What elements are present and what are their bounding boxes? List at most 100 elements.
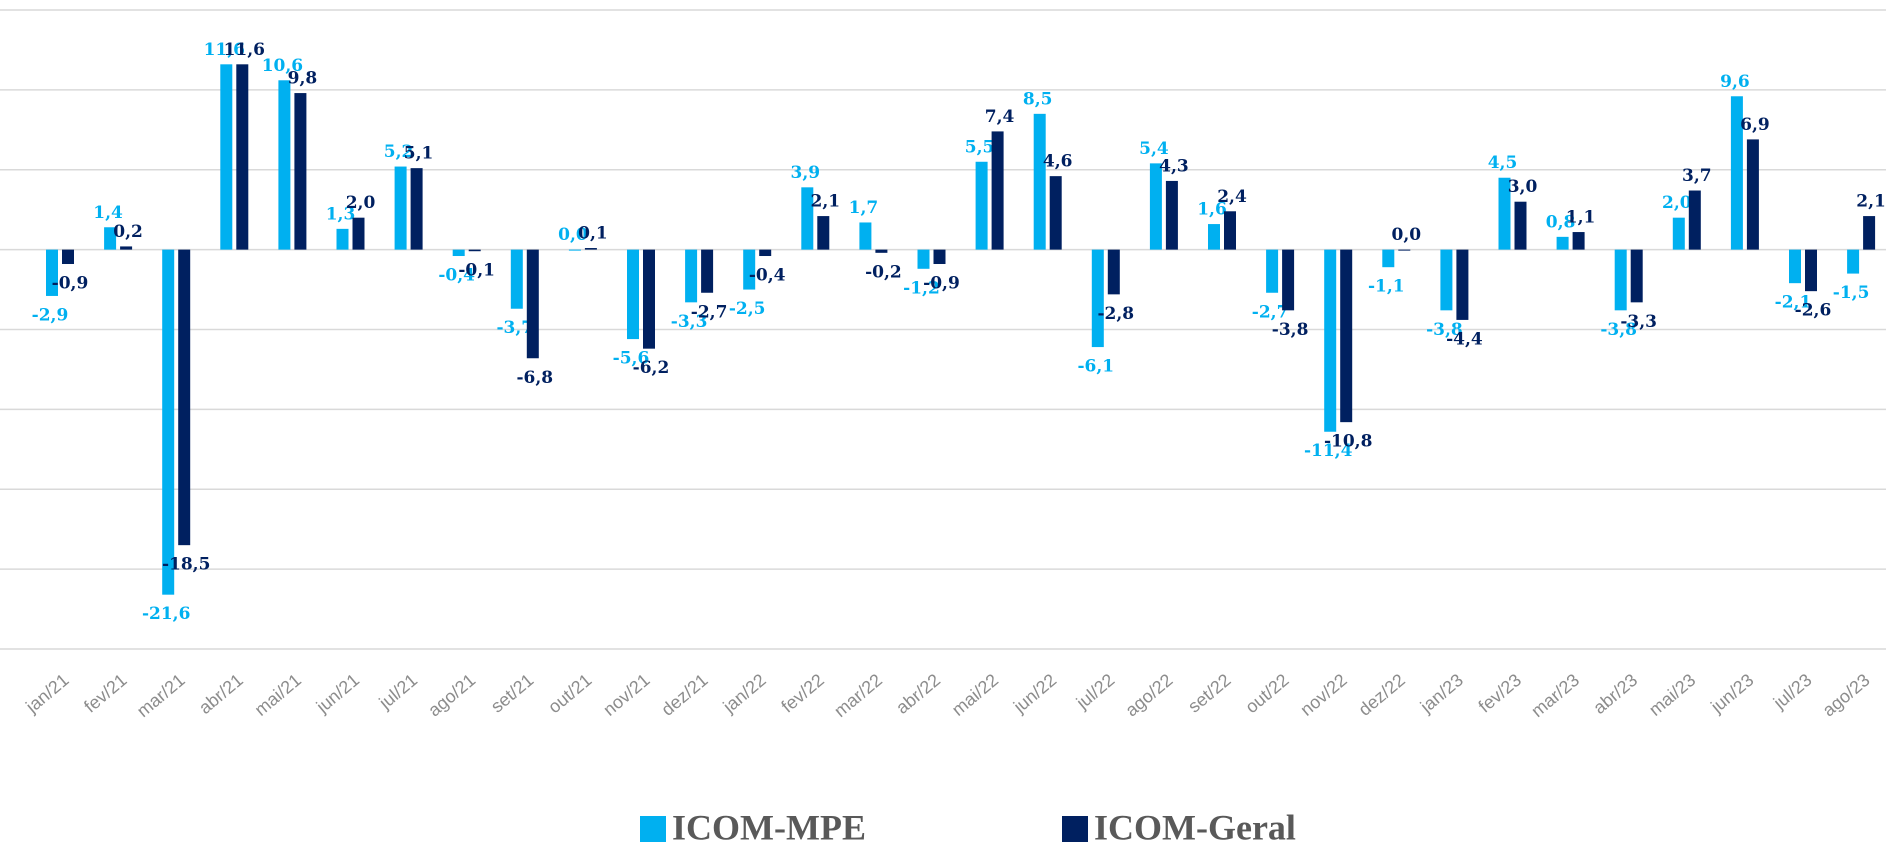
value-label: 9,6 (1720, 72, 1750, 92)
bar (627, 249, 639, 340)
value-label: -2,7 (1252, 302, 1289, 322)
bar (510, 249, 523, 309)
bar (336, 228, 349, 250)
value-label: -3,7 (496, 318, 533, 338)
bar (1614, 249, 1627, 311)
bar (933, 249, 946, 265)
value-label: -0,2 (865, 262, 902, 282)
value-label: 5,5 (965, 137, 995, 157)
value-label: 0,1 (578, 224, 608, 244)
value-label: -2,8 (1097, 304, 1134, 324)
bar (1107, 249, 1120, 295)
value-label: -2,9 (32, 305, 69, 325)
legend-label: ICOM-Geral (1094, 807, 1296, 847)
bar (1514, 201, 1527, 250)
value-label: 0,0 (558, 225, 588, 245)
value-label: 2,0 (1662, 193, 1692, 213)
bar (1091, 249, 1104, 348)
value-label: 5,2 (384, 142, 414, 162)
value-label: 11,6 (204, 40, 245, 60)
x-tick-label: abr/22 (892, 670, 944, 718)
value-label: -10,8 (1324, 432, 1372, 452)
bar (1863, 216, 1876, 250)
x-tick-label: fev/22 (777, 670, 827, 717)
bar (468, 249, 481, 252)
bar (1324, 249, 1337, 432)
bar (1440, 249, 1453, 311)
bar (1266, 249, 1279, 293)
value-label: -5,6 (613, 349, 650, 369)
bar (1556, 236, 1569, 250)
bar (1789, 249, 1801, 284)
x-tick-label: ago/23 (1819, 670, 1874, 721)
legend-label: ICOM-MPE (672, 807, 866, 847)
x-tick-label: jun/21 (312, 670, 363, 717)
x-tick-label: dez/21 (657, 670, 711, 720)
value-label: -21,6 (142, 604, 190, 624)
x-tick-label: jun/23 (1706, 670, 1757, 717)
bar (1382, 249, 1395, 268)
x-tick-label: dez/22 (1355, 670, 1409, 720)
value-label: 7,4 (985, 107, 1015, 127)
value-label: 3,7 (1682, 166, 1712, 186)
value-label: -3,3 (671, 312, 708, 332)
bar (1165, 180, 1178, 250)
value-label: -2,1 (1775, 293, 1812, 313)
value-label: -0,4 (749, 266, 786, 286)
value-label: 1,1 (1566, 208, 1596, 228)
bar (975, 161, 988, 250)
value-label: 5,1 (404, 144, 434, 164)
bar (1805, 249, 1817, 292)
bar (1398, 249, 1411, 251)
bar (1630, 249, 1643, 303)
bar (236, 64, 249, 250)
value-label: -0,9 (923, 274, 960, 294)
value-label: 6,9 (1740, 115, 1770, 135)
value-label: -2,7 (691, 302, 728, 322)
bar (643, 249, 655, 349)
value-label: -6,8 (516, 368, 553, 388)
x-tick-label: fev/23 (1475, 670, 1525, 717)
value-label: 0,2 (113, 222, 143, 242)
value-label: -6,2 (633, 358, 670, 378)
value-label: -3,3 (1620, 312, 1657, 332)
legend-swatch (1062, 816, 1088, 842)
bar (1498, 177, 1511, 250)
bar (685, 249, 698, 303)
bar (701, 249, 714, 293)
value-label: -3,8 (1426, 320, 1463, 340)
value-label: -1,2 (903, 278, 940, 298)
bar (743, 249, 756, 290)
value-label: 3,0 (1508, 177, 1538, 197)
bar (410, 168, 423, 250)
value-label: 4,3 (1159, 156, 1189, 176)
value-label: -0,9 (52, 274, 89, 294)
value-label: -3,8 (1272, 320, 1309, 340)
bar (1572, 232, 1585, 250)
value-label: 4,5 (1488, 153, 1518, 173)
value-label: 2,4 (1217, 187, 1247, 207)
bar (568, 249, 581, 251)
value-label: 0,8 (1546, 212, 1576, 232)
bar (46, 249, 58, 296)
bar (220, 64, 233, 250)
bar (1746, 139, 1759, 250)
x-tick-label: jul/23 (1769, 670, 1816, 714)
value-label: 11,6 (224, 40, 265, 60)
value-label: 4,6 (1043, 152, 1073, 172)
value-label: 9,8 (288, 69, 318, 89)
value-label: 3,9 (791, 163, 821, 183)
value-label: -2,6 (1795, 301, 1832, 321)
bar (1049, 176, 1062, 250)
bar (875, 249, 888, 253)
bar (1847, 249, 1860, 274)
x-tick-label: jan/23 (1416, 670, 1467, 717)
bar (817, 216, 830, 250)
bar (1730, 96, 1743, 250)
value-label: 0,0 (1392, 225, 1422, 245)
value-label: -1,1 (1368, 277, 1405, 297)
x-tick-label: mar/22 (830, 670, 886, 721)
bar (801, 187, 814, 250)
bar (294, 93, 307, 250)
